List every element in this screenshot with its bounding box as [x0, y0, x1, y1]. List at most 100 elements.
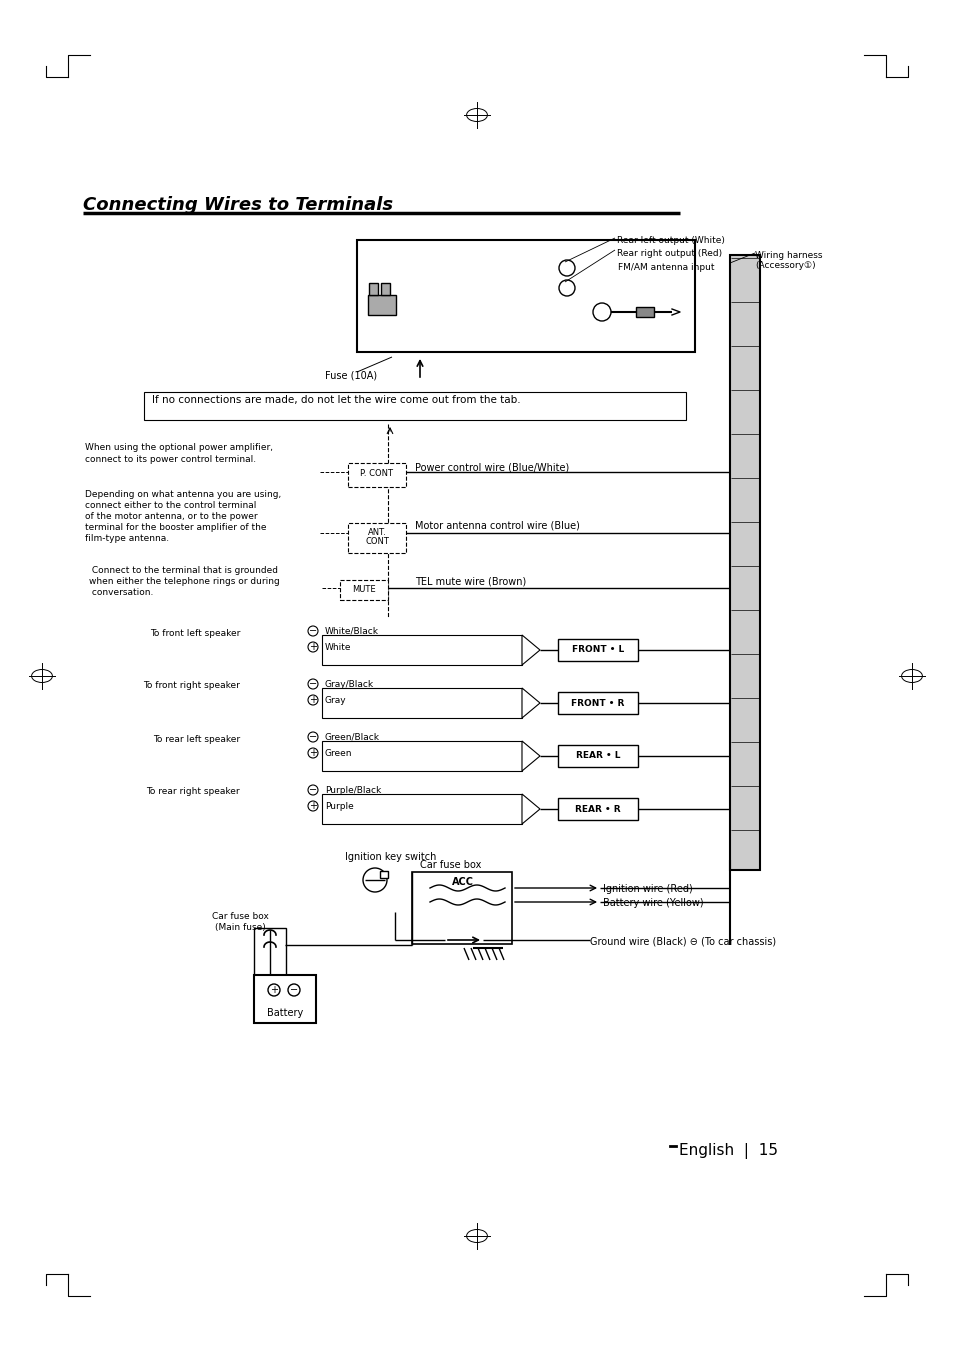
Circle shape [593, 303, 610, 322]
Text: REAR • R: REAR • R [575, 804, 620, 813]
Bar [558, 744, 638, 767]
Circle shape [288, 984, 299, 996]
Circle shape [558, 259, 575, 276]
Text: When using the optional power amplifier,: When using the optional power amplifier, [85, 443, 273, 453]
Text: MUTE: MUTE [352, 585, 375, 594]
Text: Ground wire (Black) ⊖ (To car chassis): Ground wire (Black) ⊖ (To car chassis) [589, 938, 776, 947]
Circle shape [308, 732, 317, 742]
Text: connect either to the control terminal: connect either to the control terminal [85, 501, 256, 509]
Text: Power control wire (Blue/White): Power control wire (Blue/White) [415, 462, 569, 471]
Text: −: − [309, 626, 316, 636]
Text: Car fuse box: Car fuse box [212, 912, 268, 921]
Circle shape [308, 748, 317, 758]
Bar [412, 871, 512, 944]
Bar [636, 307, 654, 317]
Text: Purple/Black: Purple/Black [325, 786, 381, 794]
Text: connect to its power control terminal.: connect to its power control terminal. [85, 455, 255, 463]
Text: If no connections are made, do not let the wire come out from the tab.: If no connections are made, do not let t… [152, 394, 520, 405]
Bar [380, 282, 390, 295]
Text: Depending on what antenna you are using,: Depending on what antenna you are using, [85, 490, 281, 499]
Text: Green/Black: Green/Black [325, 734, 379, 742]
Bar [368, 295, 395, 315]
Text: FRONT • L: FRONT • L [571, 646, 623, 654]
Text: Green: Green [325, 748, 352, 758]
Bar [253, 928, 286, 979]
Text: Ignition wire (Red): Ignition wire (Red) [602, 884, 692, 894]
Text: White: White [325, 643, 351, 653]
Text: (Accessory①): (Accessory①) [754, 261, 815, 270]
Text: +: + [309, 694, 316, 705]
Text: −: − [309, 732, 316, 742]
Text: −: − [309, 680, 316, 689]
Text: Connecting Wires to Terminals: Connecting Wires to Terminals [83, 196, 393, 213]
Text: terminal for the booster amplifier of the: terminal for the booster amplifier of th… [85, 523, 266, 532]
Text: Rear right output (Red): Rear right output (Red) [617, 249, 721, 258]
Text: when either the telephone rings or during: when either the telephone rings or durin… [89, 577, 279, 586]
Text: Gray: Gray [325, 696, 346, 705]
Circle shape [308, 680, 317, 689]
Polygon shape [521, 794, 539, 824]
Circle shape [363, 867, 387, 892]
Bar [322, 635, 521, 665]
Bar [558, 692, 638, 713]
Text: (Main fuse): (Main fuse) [214, 923, 265, 932]
Text: −: − [290, 985, 297, 994]
Bar [253, 975, 315, 1023]
Text: +: + [309, 642, 316, 653]
Text: English  |  15: English | 15 [679, 1143, 778, 1159]
Bar [369, 282, 377, 295]
Text: To front right speaker: To front right speaker [143, 681, 240, 690]
Bar [356, 240, 695, 353]
Text: Ignition key switch: Ignition key switch [345, 852, 436, 862]
Bar [558, 798, 638, 820]
Text: of the motor antenna, or to the power: of the motor antenna, or to the power [85, 512, 257, 521]
Circle shape [308, 642, 317, 653]
Bar [322, 688, 521, 717]
Text: Battery wire (Yellow): Battery wire (Yellow) [602, 898, 703, 908]
Text: Purple: Purple [325, 802, 354, 811]
Text: Motor antenna control wire (Blue): Motor antenna control wire (Blue) [415, 521, 579, 531]
Text: To rear left speaker: To rear left speaker [152, 735, 240, 743]
Polygon shape [521, 635, 539, 665]
Text: FM/AM antenna input: FM/AM antenna input [618, 263, 714, 272]
Circle shape [308, 694, 317, 705]
Text: ACC: ACC [452, 877, 474, 888]
Bar [339, 580, 388, 600]
Circle shape [268, 984, 280, 996]
Bar [144, 392, 685, 420]
Text: Battery: Battery [267, 1008, 303, 1019]
Bar [729, 255, 760, 870]
Text: CONT: CONT [365, 536, 389, 546]
Bar [379, 871, 388, 878]
Bar [348, 523, 406, 553]
Text: +: + [309, 748, 316, 758]
Text: +: + [270, 985, 277, 994]
Text: −: − [309, 785, 316, 794]
Text: Fuse (10A): Fuse (10A) [325, 370, 376, 380]
Text: FRONT • R: FRONT • R [571, 698, 624, 708]
Text: To rear right speaker: To rear right speaker [146, 788, 240, 797]
Text: TEL mute wire (Brown): TEL mute wire (Brown) [415, 577, 526, 586]
Circle shape [308, 785, 317, 794]
Text: P. CONT: P. CONT [360, 469, 393, 478]
Text: Gray/Black: Gray/Black [325, 680, 374, 689]
Polygon shape [521, 688, 539, 717]
Bar [322, 794, 521, 824]
Bar [348, 463, 406, 486]
Bar [558, 639, 638, 661]
Text: conversation.: conversation. [89, 588, 153, 597]
Text: ANT.: ANT. [367, 528, 386, 536]
Text: Connect to the terminal that is grounded: Connect to the terminal that is grounded [89, 566, 277, 576]
Text: To front left speaker: To front left speaker [150, 628, 240, 638]
Text: REAR • L: REAR • L [576, 751, 619, 761]
Text: Wiring harness: Wiring harness [754, 251, 821, 259]
Text: +: + [309, 801, 316, 811]
Circle shape [308, 801, 317, 811]
Text: Car fuse box: Car fuse box [419, 861, 481, 870]
Polygon shape [521, 740, 539, 771]
Text: film-type antenna.: film-type antenna. [85, 534, 169, 543]
Text: Rear left output (White): Rear left output (White) [617, 236, 724, 245]
Circle shape [558, 280, 575, 296]
Bar [322, 740, 521, 771]
Text: White/Black: White/Black [325, 627, 378, 636]
